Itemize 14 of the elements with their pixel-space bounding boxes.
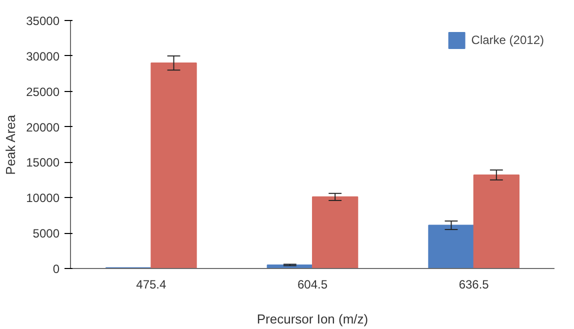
y-tick-label: 20000	[26, 120, 60, 134]
x-tick-label: 475.4	[136, 278, 167, 292]
y-tick-label: 5000	[32, 226, 60, 241]
x-axis-title: Precursor Ion (m/z)	[256, 312, 368, 326]
y-tick-label: 35000	[26, 14, 60, 28]
y-tick-label: 0	[52, 262, 60, 276]
y-tick-label: 10000	[26, 191, 60, 206]
y-axis-title: Peak Area	[3, 114, 18, 175]
legend-label: Clarke (2012)	[471, 33, 544, 47]
y-tick-label: 25000	[26, 84, 60, 99]
y-tick-label: 15000	[26, 156, 60, 170]
x-tick-label: 636.5	[458, 278, 490, 292]
x-tick-label: 604.5	[297, 278, 328, 292]
y-tick-label: 30000	[26, 49, 60, 64]
